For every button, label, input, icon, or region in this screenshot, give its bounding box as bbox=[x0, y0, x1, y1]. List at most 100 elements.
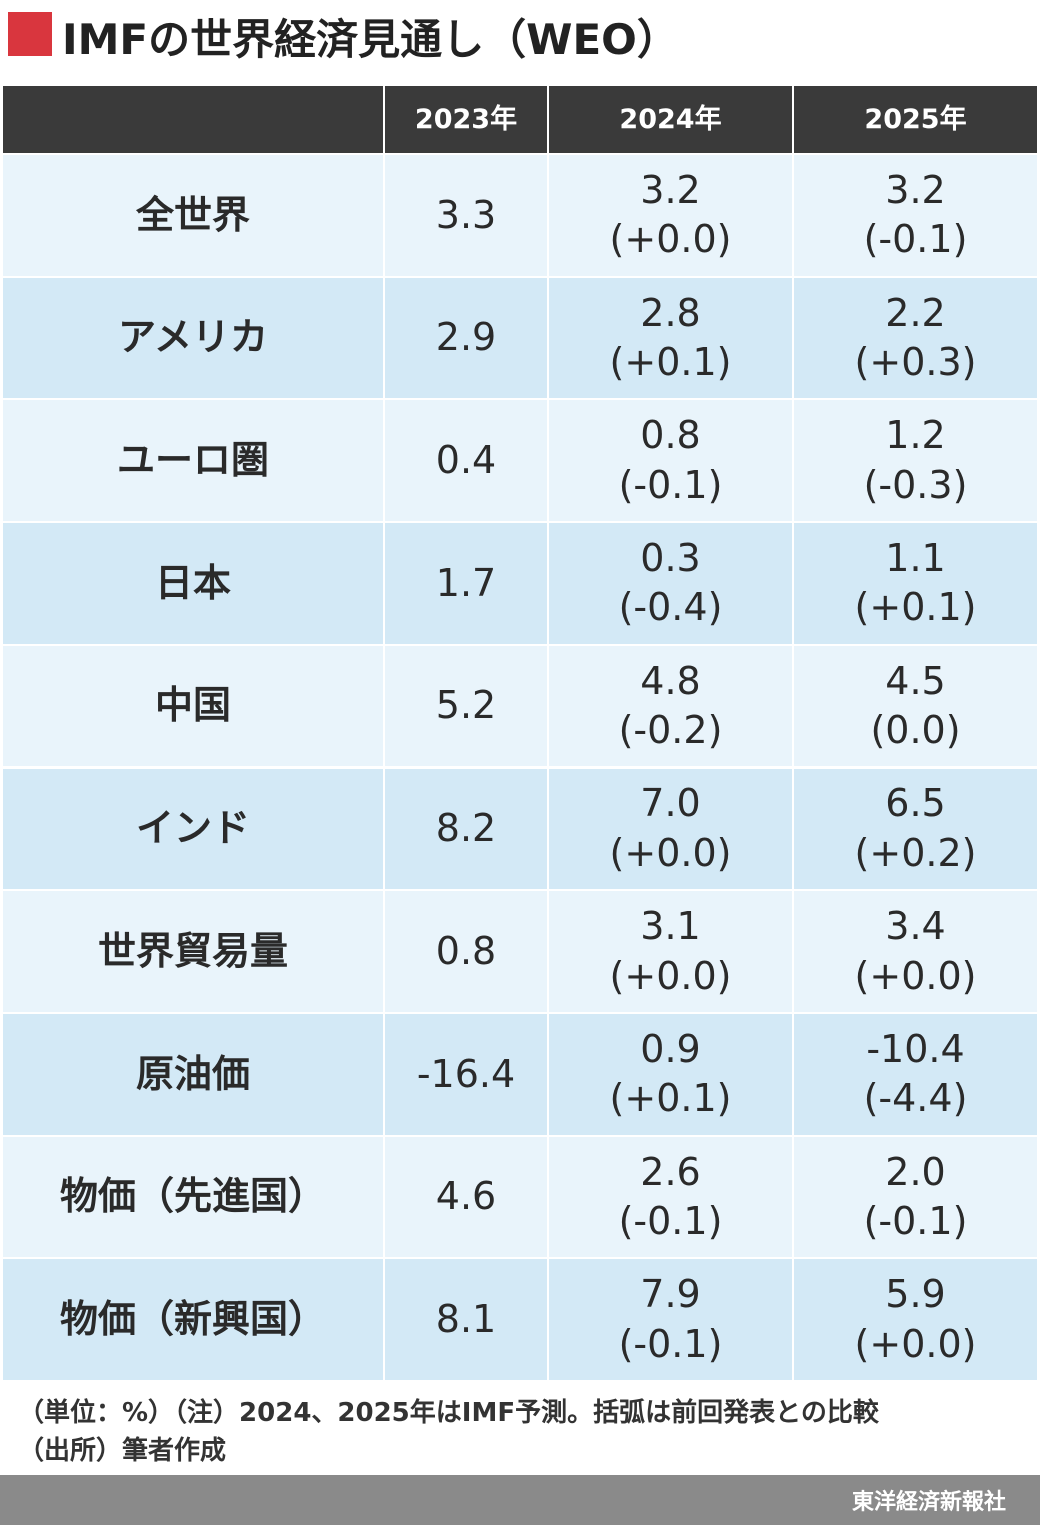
row-name: 日本 bbox=[3, 523, 383, 644]
row-name: 全世界 bbox=[3, 155, 383, 276]
change: (+0.3) bbox=[854, 340, 977, 385]
value: 2.9 bbox=[435, 315, 497, 360]
value-cell: 1.1 (+0.1) bbox=[794, 523, 1037, 644]
value: 3.1 bbox=[640, 904, 701, 949]
value-cell: 5.9 (+0.0) bbox=[794, 1259, 1037, 1380]
value-cell: 0.3 (-0.4) bbox=[549, 523, 792, 644]
value: 1.2 bbox=[885, 413, 946, 458]
value: 0.3 bbox=[640, 536, 701, 581]
change: (-0.1) bbox=[618, 1321, 723, 1366]
header-label: 2025年 bbox=[864, 103, 967, 135]
row-label: アメリカ bbox=[117, 315, 269, 360]
value: 6.5 bbox=[885, 781, 946, 826]
value: 7.9 bbox=[640, 1272, 701, 1317]
change: (+0.2) bbox=[854, 830, 977, 875]
row-label: 全世界 bbox=[135, 192, 250, 237]
change: (0.0) bbox=[870, 708, 961, 753]
value-cell: 8.1 bbox=[385, 1259, 547, 1380]
value: 4.6 bbox=[435, 1174, 497, 1219]
value: -16.4 bbox=[416, 1051, 516, 1096]
change: (-0.4) bbox=[618, 585, 723, 630]
value-cell: 3.1 (+0.0) bbox=[549, 891, 792, 1012]
value: 4.8 bbox=[640, 658, 701, 703]
source: 東洋経済新報社 bbox=[851, 1490, 1006, 1515]
row-label: 中国 bbox=[154, 683, 231, 728]
value: 1.1 bbox=[885, 536, 946, 581]
value: 0.4 bbox=[435, 438, 497, 483]
row-label: 日本 bbox=[154, 560, 231, 605]
value-cell: 3.2 (+0.0) bbox=[549, 155, 792, 276]
change: (-0.2) bbox=[618, 708, 723, 753]
value: 4.5 bbox=[885, 658, 946, 703]
value-cell: 3.4 (+0.0) bbox=[794, 891, 1037, 1012]
title: IMFの世界経済見通し（WEO） bbox=[62, 15, 679, 64]
footer-bar bbox=[0, 1475, 1040, 1525]
change: (+0.1) bbox=[609, 1076, 732, 1121]
value-cell: 0.4 bbox=[385, 400, 547, 522]
row-label: 物価（新興国） bbox=[59, 1296, 326, 1341]
value-cell: -10.4 (-4.4) bbox=[794, 1013, 1037, 1135]
row-name: ユーロ圏 bbox=[3, 400, 383, 522]
value-cell: 0.8 (-0.1) bbox=[549, 400, 792, 522]
row-name: 中国 bbox=[3, 645, 383, 767]
change: (-0.1) bbox=[618, 1198, 723, 1243]
value: 3.2 bbox=[885, 167, 946, 212]
value-cell: 4.5 (0.0) bbox=[794, 645, 1037, 767]
row-label: インド bbox=[135, 806, 250, 851]
value: 2.8 bbox=[640, 290, 701, 335]
value-cell: -16.4 bbox=[385, 1013, 547, 1135]
change: (+0.0) bbox=[609, 953, 732, 998]
change: (-0.1) bbox=[618, 462, 723, 507]
change: (-4.4) bbox=[863, 1076, 968, 1121]
row-name: アメリカ bbox=[3, 277, 383, 399]
value-cell: 8.2 bbox=[385, 768, 547, 890]
value: 3.4 bbox=[885, 904, 946, 949]
change: (-0.3) bbox=[863, 462, 968, 507]
value-cell: 0.9 (+0.1) bbox=[549, 1013, 792, 1135]
value: 8.1 bbox=[435, 1296, 497, 1341]
value-cell: 3.3 bbox=[385, 155, 547, 276]
value-cell: 4.8 (-0.2) bbox=[549, 645, 792, 767]
row-name: 物価（新興国） bbox=[3, 1259, 383, 1380]
value-cell: 4.6 bbox=[385, 1136, 547, 1258]
change: (+0.1) bbox=[609, 340, 732, 385]
value-cell: 1.2 (-0.3) bbox=[794, 400, 1037, 522]
row-name: 原油価 bbox=[3, 1013, 383, 1135]
value: 7.0 bbox=[640, 781, 701, 826]
value: 5.2 bbox=[435, 683, 497, 728]
change: (-0.1) bbox=[863, 217, 968, 262]
value: 2.2 bbox=[885, 290, 946, 335]
row-label: 物価（先進国） bbox=[59, 1174, 326, 1219]
value-cell: 5.2 bbox=[385, 645, 547, 767]
row-label: ユーロ圏 bbox=[116, 438, 269, 483]
value: 1.7 bbox=[435, 560, 497, 605]
value-cell: 2.0 (-0.1) bbox=[794, 1136, 1037, 1258]
value-cell: 2.6 (-0.1) bbox=[549, 1136, 792, 1258]
change: (-0.1) bbox=[863, 1198, 968, 1243]
header-cell: 2024年 bbox=[549, 86, 792, 153]
header-cell: 2023年 bbox=[385, 86, 547, 153]
value: 2.6 bbox=[640, 1149, 701, 1194]
change: (+0.0) bbox=[609, 830, 732, 875]
value-cell: 7.0 (+0.0) bbox=[549, 768, 792, 890]
row-name: 物価（先進国） bbox=[3, 1136, 383, 1258]
value-cell: 6.5 (+0.2) bbox=[794, 768, 1037, 890]
change: (+0.0) bbox=[609, 217, 732, 262]
header-label: 2024年 bbox=[619, 103, 722, 135]
row-label: 原油価 bbox=[135, 1051, 250, 1096]
value-cell: 3.2 (-0.1) bbox=[794, 155, 1037, 276]
header-cell: 2025年 bbox=[794, 86, 1037, 153]
value-cell: 7.9 (-0.1) bbox=[549, 1259, 792, 1380]
value: 0.9 bbox=[640, 1026, 701, 1071]
row-label: 世界貿易量 bbox=[97, 928, 288, 973]
value: 0.8 bbox=[435, 928, 497, 973]
value: 5.9 bbox=[885, 1272, 946, 1317]
value-cell: 1.7 bbox=[385, 523, 547, 644]
row-name: インド bbox=[3, 768, 383, 890]
change: (+0.1) bbox=[854, 585, 977, 630]
value: 8.2 bbox=[435, 806, 497, 851]
change: (+0.0) bbox=[854, 1321, 977, 1366]
row-name: 世界貿易量 bbox=[3, 891, 383, 1012]
note: （単位：%）（注）2024、2025年はIMF予測。括弧は前回発表との比較 bbox=[18, 1398, 879, 1428]
